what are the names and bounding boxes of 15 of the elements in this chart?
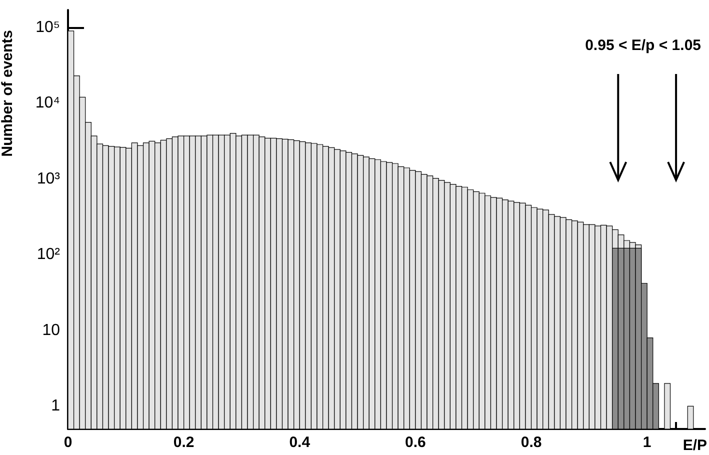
x-tick-label: 1 xyxy=(642,434,652,451)
x-axis-title: E/P xyxy=(682,437,708,454)
y-axis-title: Number of events xyxy=(0,30,16,157)
x-tick-label: 0.2 xyxy=(173,434,194,451)
y-tick-label: 10² xyxy=(36,246,61,264)
y-tick-label: 10⁵ xyxy=(36,18,60,36)
y-tick-label: 1 xyxy=(51,398,60,415)
x-tick-label: 0.8 xyxy=(520,434,542,451)
y-tick-label: 10 xyxy=(42,322,60,339)
x-tick-label: 0 xyxy=(64,434,72,451)
x-tick-label: 0.4 xyxy=(289,434,311,451)
y-tick-label: 10⁴ xyxy=(35,94,60,112)
annotation: 0.95 < E/p < 1.05 xyxy=(585,37,702,54)
x-tick-label: 0.6 xyxy=(405,434,426,451)
y-tick-label: 10³ xyxy=(36,170,61,188)
